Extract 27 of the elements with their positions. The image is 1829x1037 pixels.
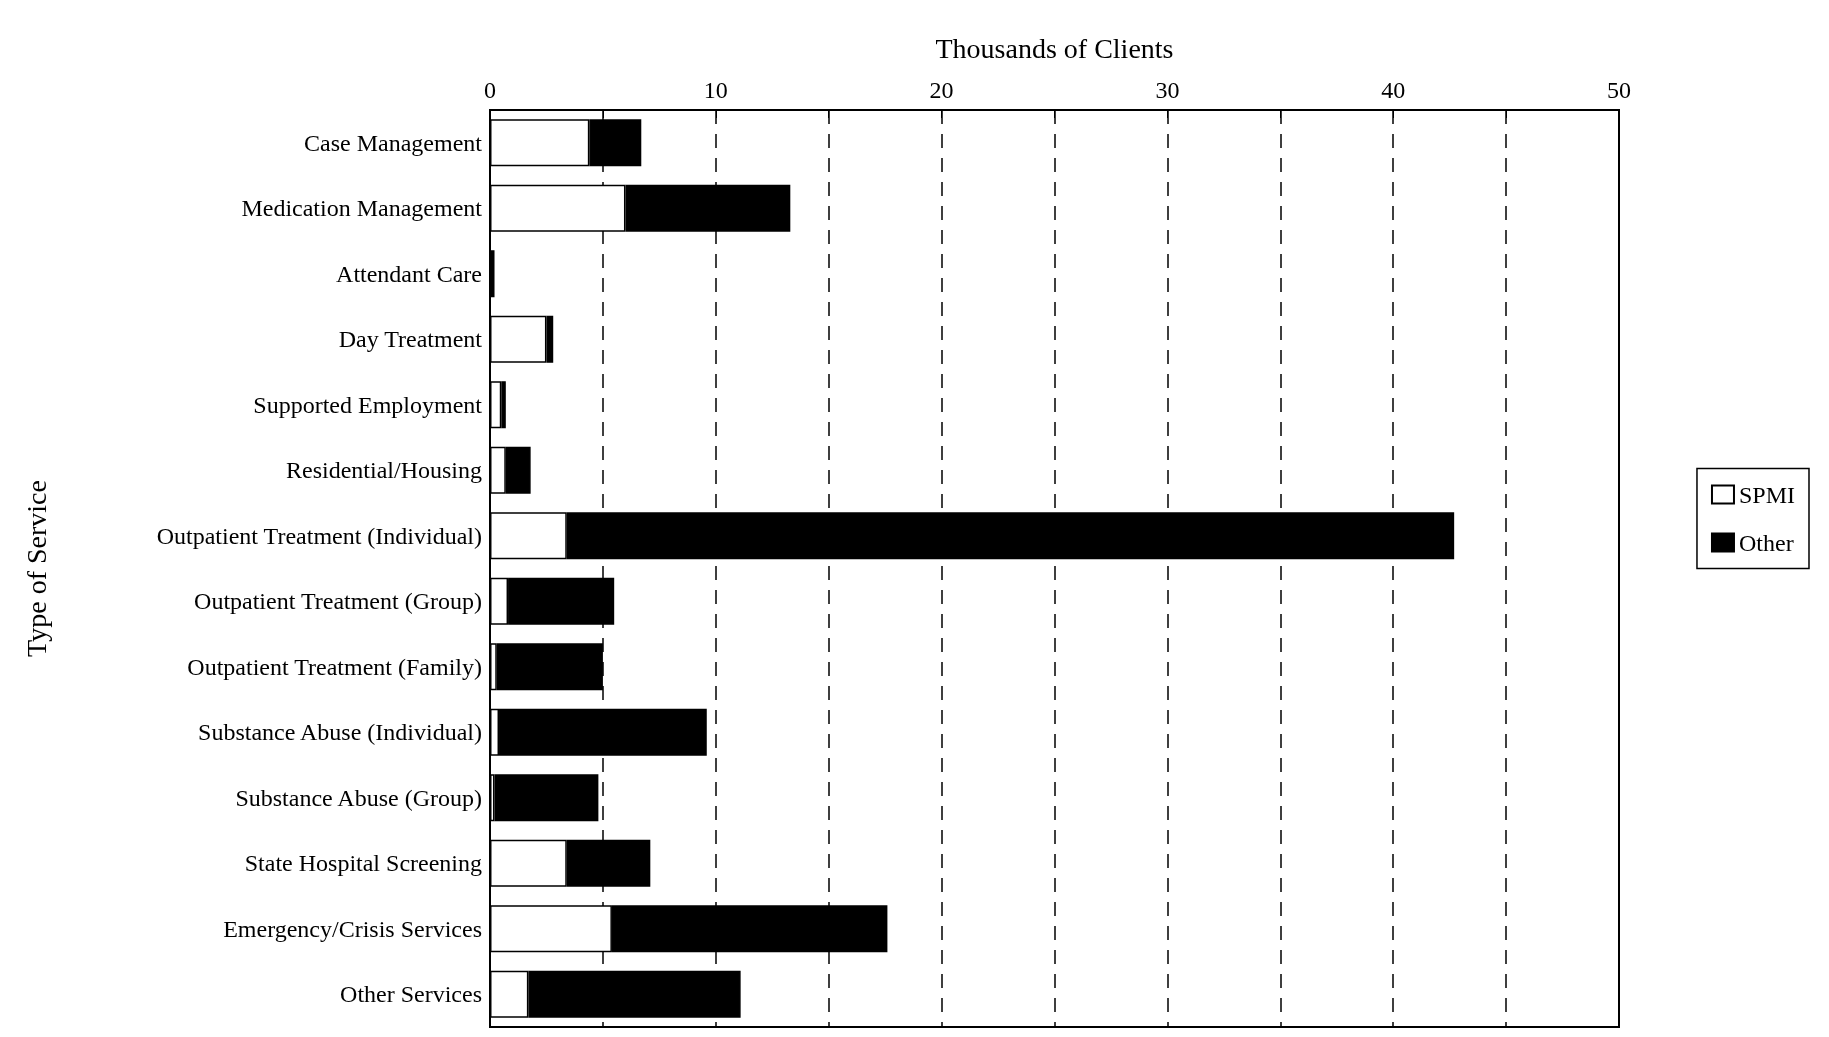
x-tick-label: 30	[1155, 77, 1180, 103]
y-tick-label: State Hospital Screening	[244, 850, 482, 877]
x-tick-label: 50	[1607, 77, 1631, 103]
y-tick-label: Other Services	[340, 981, 482, 1008]
legend-label: SPMI	[1738, 481, 1796, 508]
y-tick-label: Attendant Care	[336, 260, 482, 287]
legend-label: Other	[1738, 529, 1794, 556]
y-tick-label: Substance Abuse (Individual)	[198, 719, 482, 746]
bar	[490, 250, 495, 298]
y-tick-label: Case Management	[304, 129, 483, 156]
bar	[490, 381, 502, 429]
x-tick-label: 40	[1381, 77, 1406, 103]
y-tick-label: Substance Abuse (Group)	[235, 784, 482, 811]
bar	[494, 774, 599, 822]
y-axis-title: Type of Service	[20, 480, 52, 657]
y-tick-label: Outpatient Treatment (Family)	[187, 653, 482, 680]
y-tick-label: Outpatient Treatment (Group)	[194, 588, 482, 615]
x-tick-label: 20	[929, 77, 954, 103]
x-tick-label: 10	[703, 77, 728, 103]
y-tick-label: Emergency/Crisis Services	[223, 915, 482, 942]
y-tick-label: Residential/Housing	[286, 457, 482, 484]
y-tick-label: Day Treatment	[338, 326, 483, 353]
y-tick-label: Outpatient Treatment (Individual)	[156, 522, 482, 549]
x-axis-title: Thousands of Clients	[935, 32, 1174, 64]
y-tick-label: Medication Management	[241, 195, 483, 222]
x-tick-label: 0	[484, 77, 496, 103]
y-tick-label: Supported Employment	[253, 391, 483, 418]
